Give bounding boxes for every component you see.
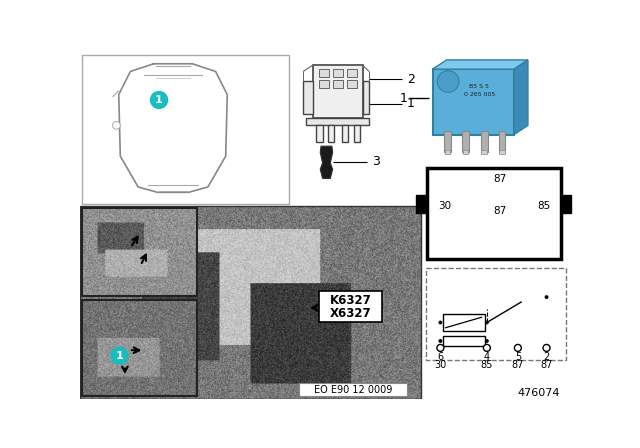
Circle shape [543,345,550,351]
Text: 2: 2 [407,73,415,86]
Text: 6: 6 [437,352,444,362]
Bar [319,80,329,88]
Text: B5 S 5: B5 S 5 [469,84,489,89]
Circle shape [483,345,490,351]
Bar [443,314,484,331]
Circle shape [437,71,459,92]
Bar [303,81,312,114]
Bar [417,195,428,213]
Text: EO E90 12 0009: EO E90 12 0009 [314,385,392,395]
Bar [428,168,561,258]
Text: 30: 30 [435,360,447,370]
Bar [328,125,334,142]
Text: 1: 1 [116,351,124,361]
Bar [499,131,506,152]
Bar [307,118,369,125]
Text: 1: 1 [155,95,163,105]
Bar [462,131,469,152]
Bar [298,383,407,396]
Circle shape [545,295,548,299]
Circle shape [111,347,128,364]
Polygon shape [514,60,528,134]
Circle shape [437,345,444,351]
Bar [445,150,451,154]
Circle shape [150,91,168,108]
Text: 87: 87 [540,360,553,370]
Bar [481,131,488,152]
Text: 476074: 476074 [518,388,560,397]
Circle shape [515,345,522,351]
Text: 5: 5 [515,352,521,362]
Circle shape [485,339,489,343]
Bar [433,69,514,134]
Text: 1: 1 [399,92,407,105]
Bar [347,80,356,88]
Bar [444,131,451,152]
Bar [463,150,468,154]
Text: X6327: X6327 [330,307,371,320]
Text: 30: 30 [438,201,451,211]
Bar [481,150,487,154]
Text: K6327: K6327 [330,294,371,307]
Bar [83,208,197,296]
Text: 1: 1 [407,97,415,110]
Text: 3: 3 [372,155,380,168]
Bar [312,65,363,118]
Text: 85: 85 [537,201,550,211]
Bar [319,291,382,322]
Bar [342,125,348,142]
Circle shape [438,339,442,343]
Polygon shape [320,146,333,178]
Bar [499,150,505,154]
Text: 87: 87 [493,206,507,216]
Text: 85: 85 [481,360,493,370]
Circle shape [485,321,489,324]
Text: 0 265 005: 0 265 005 [463,92,495,97]
Bar [319,69,329,77]
Bar [81,55,289,204]
Bar [353,125,360,142]
Polygon shape [433,60,528,69]
Bar [333,80,343,88]
Bar [363,81,369,114]
Circle shape [438,321,442,324]
Text: 87: 87 [512,360,524,370]
Bar [561,195,572,213]
Text: 4: 4 [484,352,490,362]
Bar [333,69,343,77]
Bar [83,300,197,396]
Bar [443,336,484,346]
Bar [347,69,356,77]
Bar [426,268,566,360]
Text: 87: 87 [493,173,507,184]
Text: 2: 2 [543,352,550,362]
Bar [80,206,421,399]
Circle shape [113,121,120,129]
Bar [316,125,323,142]
